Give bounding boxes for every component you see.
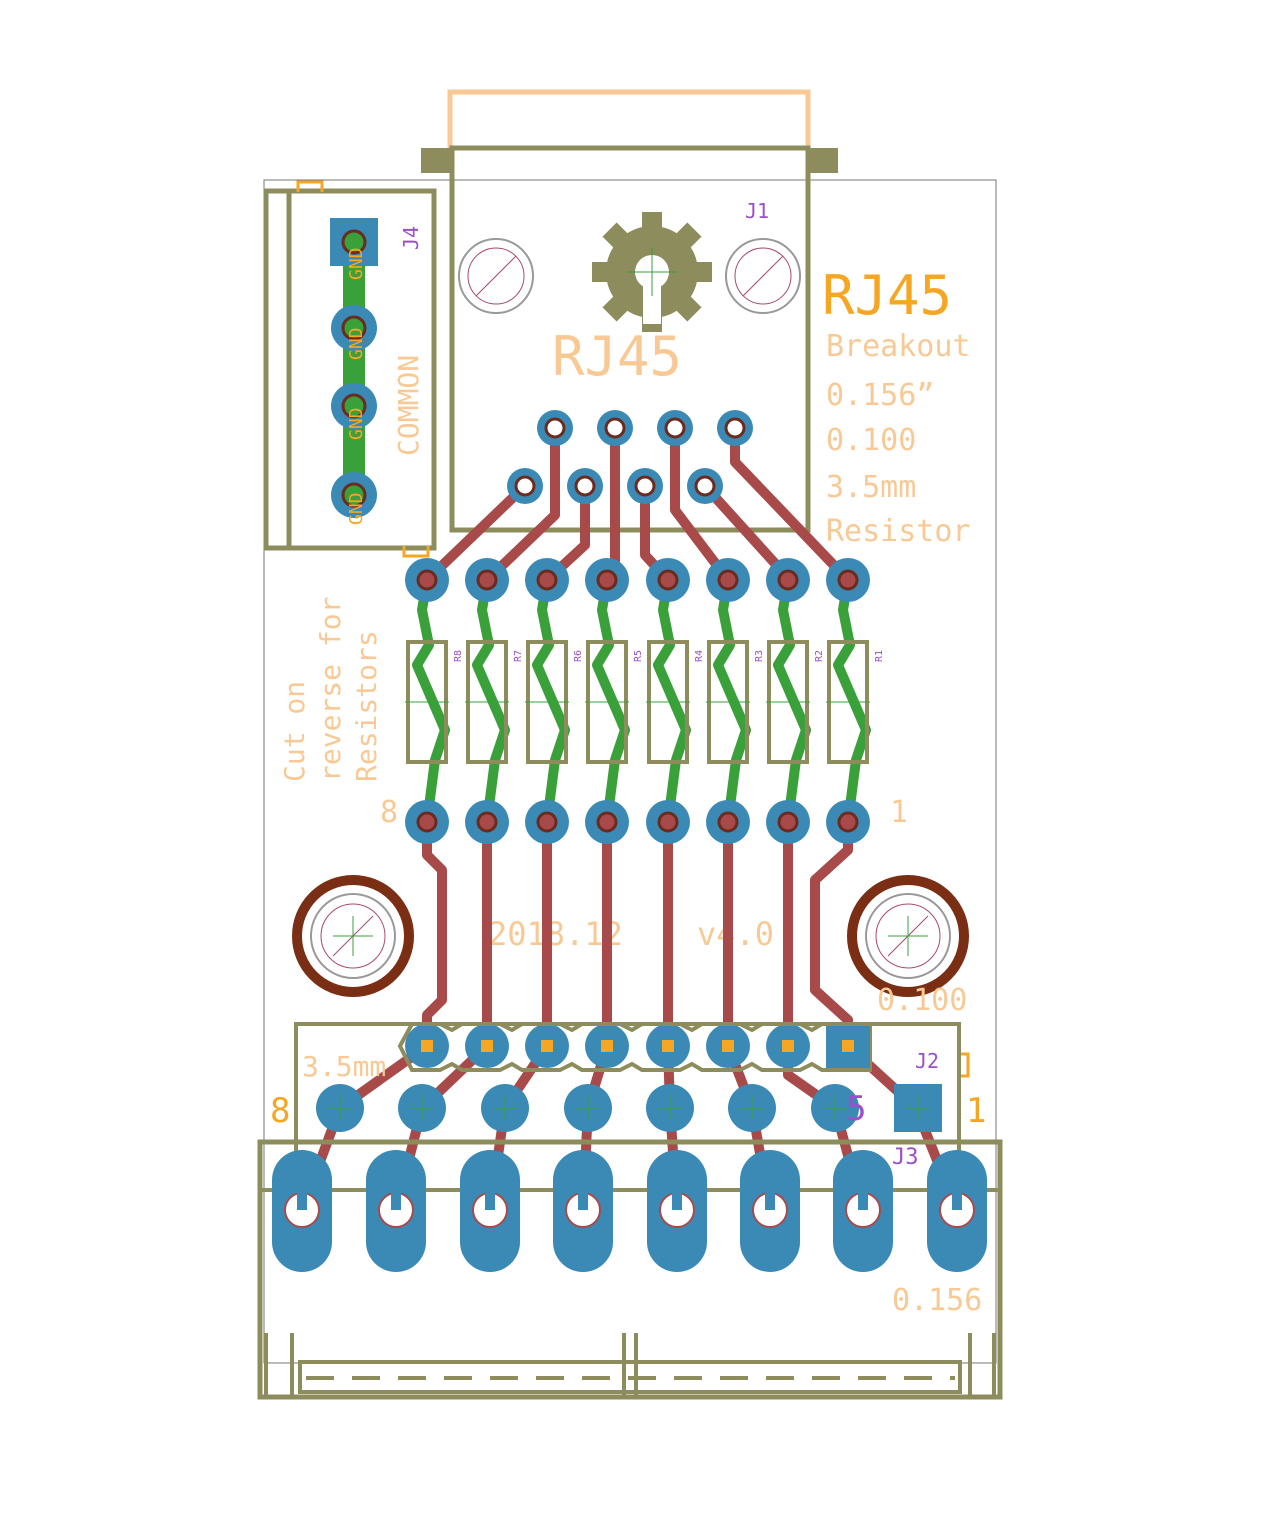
- terminal-pin: [460, 1150, 520, 1272]
- j3-pin: [564, 1084, 612, 1132]
- terminal-pin: [740, 1150, 800, 1272]
- date-label: 2018.12: [488, 915, 623, 953]
- j2-pin: [646, 1024, 690, 1068]
- resistor-refdes: R1: [874, 650, 885, 662]
- j2-pin: [405, 1024, 449, 1068]
- refdes-j3: J3: [892, 1145, 919, 1170]
- header-0156-label: 0.156: [892, 1283, 982, 1318]
- bottom-one-label: 1: [966, 1091, 986, 1131]
- j2-pin: [525, 1024, 569, 1068]
- j2-pins: [405, 1024, 870, 1068]
- title-line-5: Resistor: [826, 514, 971, 549]
- resistor: R2: [766, 558, 825, 844]
- refdes-j4: J4: [399, 226, 423, 250]
- header-0100-label: 0.100: [877, 983, 967, 1018]
- gnd-label-3: GND: [346, 407, 367, 440]
- resistor: R4: [646, 558, 705, 844]
- rj45-pin: [537, 410, 573, 446]
- mount-hole-right: [847, 875, 969, 997]
- rj45-pin: [507, 468, 543, 504]
- rj45-pins: [507, 410, 753, 504]
- cut-note-line-1: Cut on: [278, 681, 311, 782]
- j3-pins: [316, 1084, 942, 1132]
- resistor-array: R8 R7 R6 R5 R4 R3 R2 R1: [405, 558, 885, 844]
- title-block: RJ45 Breakout 0.156” 0.100 3.5mm Resisto…: [822, 264, 971, 549]
- resistor-refdes: R7: [513, 650, 524, 662]
- j2-pin: [826, 1024, 870, 1068]
- resistor-refdes: R6: [573, 650, 584, 662]
- gnd-label-4: GND: [346, 492, 367, 525]
- j2-pin: [585, 1024, 629, 1068]
- common-header-j4: GND GND GND GND COMMON J4: [263, 180, 437, 558]
- refdes-j1: J1: [745, 199, 769, 223]
- resistor: R6: [525, 558, 584, 844]
- j3-pin: [811, 1084, 859, 1132]
- rj45-to-resistor-traces: [422, 423, 853, 585]
- resistor: R7: [465, 558, 524, 844]
- j2-pin: [706, 1024, 750, 1068]
- resistor-refdes: R5: [633, 650, 644, 662]
- j3-pin: [646, 1084, 694, 1132]
- terminal-pin: [647, 1150, 707, 1272]
- mount-hole-left: [292, 875, 414, 997]
- terminal-pin: [366, 1150, 426, 1272]
- resistor: R3: [706, 558, 765, 844]
- common-label: COMMON: [392, 355, 425, 456]
- resistor: R1: [826, 558, 885, 844]
- resistor-refdes: R8: [453, 650, 464, 662]
- rj45-tab-right: [806, 148, 838, 173]
- terminal-pins: [272, 1150, 987, 1272]
- pin-one-label: 1: [890, 795, 908, 830]
- rj45-tab-left: [421, 148, 453, 173]
- version-label: v4.0: [697, 915, 774, 953]
- j2-pin: [766, 1024, 810, 1068]
- rj45-pin: [717, 410, 753, 446]
- j3-pin: [481, 1084, 529, 1132]
- bottom-eight-label: 8: [270, 1091, 290, 1131]
- j3-pin: [316, 1084, 364, 1132]
- resistor: R5: [585, 558, 644, 844]
- cut-note-line-3: Resistors: [350, 630, 383, 782]
- title-line-3: 0.100: [826, 423, 916, 458]
- terminal-pin: [833, 1150, 893, 1272]
- title-line-4: 3.5mm: [826, 470, 916, 505]
- j3-pin: [728, 1084, 776, 1132]
- rj45-pin: [627, 468, 663, 504]
- open-hardware-gear-icon: [592, 212, 712, 332]
- terminal-pin: [272, 1150, 332, 1272]
- cut-note-line-2: reverse for: [314, 597, 347, 782]
- gnd-label-2: GND: [346, 327, 367, 360]
- cut-note: Cut on reverse for Resistors: [278, 597, 383, 782]
- resistor-refdes: R4: [694, 650, 705, 662]
- rj45-body-outline: [449, 145, 811, 533]
- rj45-pin: [657, 410, 693, 446]
- title-line-1: Breakout: [826, 329, 971, 364]
- header-35mm-label: 3.5mm: [302, 1050, 386, 1083]
- common-bus-trace: [343, 240, 365, 496]
- marker-five-label: 5: [846, 1089, 866, 1129]
- terminal-pin: [927, 1150, 987, 1272]
- j2-pin: [465, 1024, 509, 1068]
- rj45-connector: RJ45 J1: [421, 89, 838, 533]
- pin-eight-label: 8: [380, 795, 398, 830]
- rj45-pin: [567, 468, 603, 504]
- title-line-2: 0.156”: [826, 378, 934, 413]
- refdes-j2: J2: [915, 1049, 939, 1073]
- resistor-refdes: R3: [754, 650, 765, 662]
- terminal-pin: [553, 1150, 613, 1272]
- resistor-refdes: R2: [814, 650, 825, 662]
- rj45-plug-outline: [447, 89, 811, 151]
- j3-pin: [398, 1084, 446, 1132]
- gnd-label-1: GND: [346, 247, 367, 280]
- rj45-pin: [687, 468, 723, 504]
- connector-label: RJ45: [552, 325, 682, 388]
- j3-pin: [894, 1084, 942, 1132]
- rj45-pin: [597, 410, 633, 446]
- resistor: R8: [405, 558, 464, 844]
- title-main: RJ45: [822, 264, 952, 327]
- rj45-mount-hole-left: [458, 238, 534, 314]
- rj45-mount-hole-right: [725, 238, 801, 314]
